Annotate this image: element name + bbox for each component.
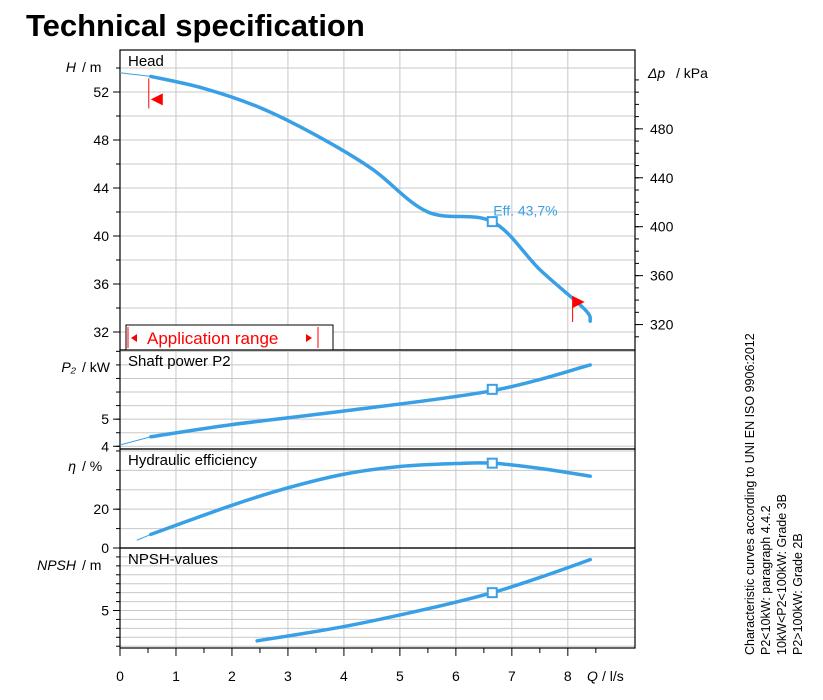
y-tick-label: 48 <box>93 132 109 148</box>
y-axis-label: NPSH <box>37 557 77 573</box>
y-tick-label: 44 <box>93 180 109 196</box>
x-axis-unit: / l/s <box>602 668 624 684</box>
y-tick-label: 32 <box>93 324 109 340</box>
right-axis-tick-label: 360 <box>650 268 674 284</box>
x-tick-label: 5 <box>396 668 404 684</box>
y-axis-unit: / m <box>82 557 101 573</box>
curve-power <box>149 363 592 439</box>
y-axis-label: H <box>66 59 77 75</box>
x-tick-label: 4 <box>340 668 348 684</box>
duty-point-marker <box>486 457 498 469</box>
x-tick-label: 6 <box>452 668 460 684</box>
duty-point-marker <box>486 216 498 228</box>
application-range-right-arrow <box>306 334 312 342</box>
y-tick-label: 40 <box>93 228 109 244</box>
curve-lead-in <box>119 72 151 77</box>
panel-frame <box>119 547 636 649</box>
y-axis-label: P₂ <box>61 359 76 375</box>
range-start-marker <box>150 93 163 106</box>
note-line: Characteristic curves according to UNI E… <box>743 333 757 655</box>
x-tick-label: 2 <box>228 668 236 684</box>
x-tick-label: 0 <box>116 668 124 684</box>
panel-frame <box>119 49 636 351</box>
y-tick-label: 5 <box>101 603 109 619</box>
right-axis-tick-label: 440 <box>650 170 674 186</box>
x-axis-label: Q <box>587 668 598 684</box>
application-range-label: Application range <box>147 329 278 348</box>
curve-lead-in <box>136 533 151 541</box>
panel-title: Head <box>128 53 164 70</box>
application-range-left-arrow <box>131 334 137 342</box>
range-end-marker <box>572 296 585 308</box>
note-line: P2<10kW: paragraph 4.4.2 <box>759 505 773 655</box>
application-range-box <box>125 324 334 351</box>
y-axis-label: η <box>68 458 76 474</box>
y-tick-label: 0 <box>101 540 109 556</box>
page-title: Technical specification <box>26 8 365 43</box>
x-tick-label: 8 <box>564 668 572 684</box>
y-tick-label: 5 <box>101 411 109 427</box>
x-tick-label: 7 <box>508 668 516 684</box>
right-axis-unit: / kPa <box>676 65 708 81</box>
y-axis-unit: / m <box>82 59 101 75</box>
right-axis-tick-label: 480 <box>650 121 674 137</box>
curve-efficiency <box>149 461 592 537</box>
y-tick-label: 36 <box>93 276 109 292</box>
duty-point-marker <box>486 383 498 395</box>
y-axis-unit: / % <box>82 458 102 474</box>
note-line: 10kW<P2<100kW: Grade 3B <box>775 494 789 655</box>
right-axis-tick-label: 400 <box>650 219 674 235</box>
right-axis-tick-label: 320 <box>650 317 674 333</box>
x-tick-label: 1 <box>172 668 180 684</box>
y-tick-label: 4 <box>101 438 109 454</box>
curve-npsh <box>255 557 592 643</box>
curve-head <box>149 74 592 323</box>
curve-lead-in <box>119 436 151 446</box>
y-tick-label: 52 <box>93 84 109 100</box>
x-tick-label: 3 <box>284 668 292 684</box>
y-axis-unit: / kW <box>82 359 111 375</box>
panel-title: Hydraulic efficiency <box>128 452 257 469</box>
duty-point-marker <box>486 587 498 599</box>
panel-title: Shaft power P2 <box>128 353 231 370</box>
right-axis-label: Δp <box>647 65 665 81</box>
side-notes: Characteristic curves according to UNI E… <box>742 275 806 655</box>
y-tick-label: 20 <box>93 501 109 517</box>
panel-title: NPSH-values <box>128 551 218 568</box>
note-line: P2>100kW: Grade 2B <box>791 533 805 655</box>
efficiency-annotation: Eff. 43,7% <box>493 203 557 219</box>
